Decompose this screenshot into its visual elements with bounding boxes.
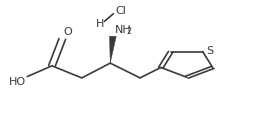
Text: O: O	[64, 27, 72, 37]
Text: S: S	[206, 46, 213, 56]
Polygon shape	[110, 36, 116, 63]
Text: H: H	[96, 19, 104, 29]
Text: Cl: Cl	[116, 6, 126, 16]
Text: 2: 2	[127, 27, 132, 36]
Text: NH: NH	[115, 25, 132, 35]
Text: HO: HO	[9, 77, 26, 87]
